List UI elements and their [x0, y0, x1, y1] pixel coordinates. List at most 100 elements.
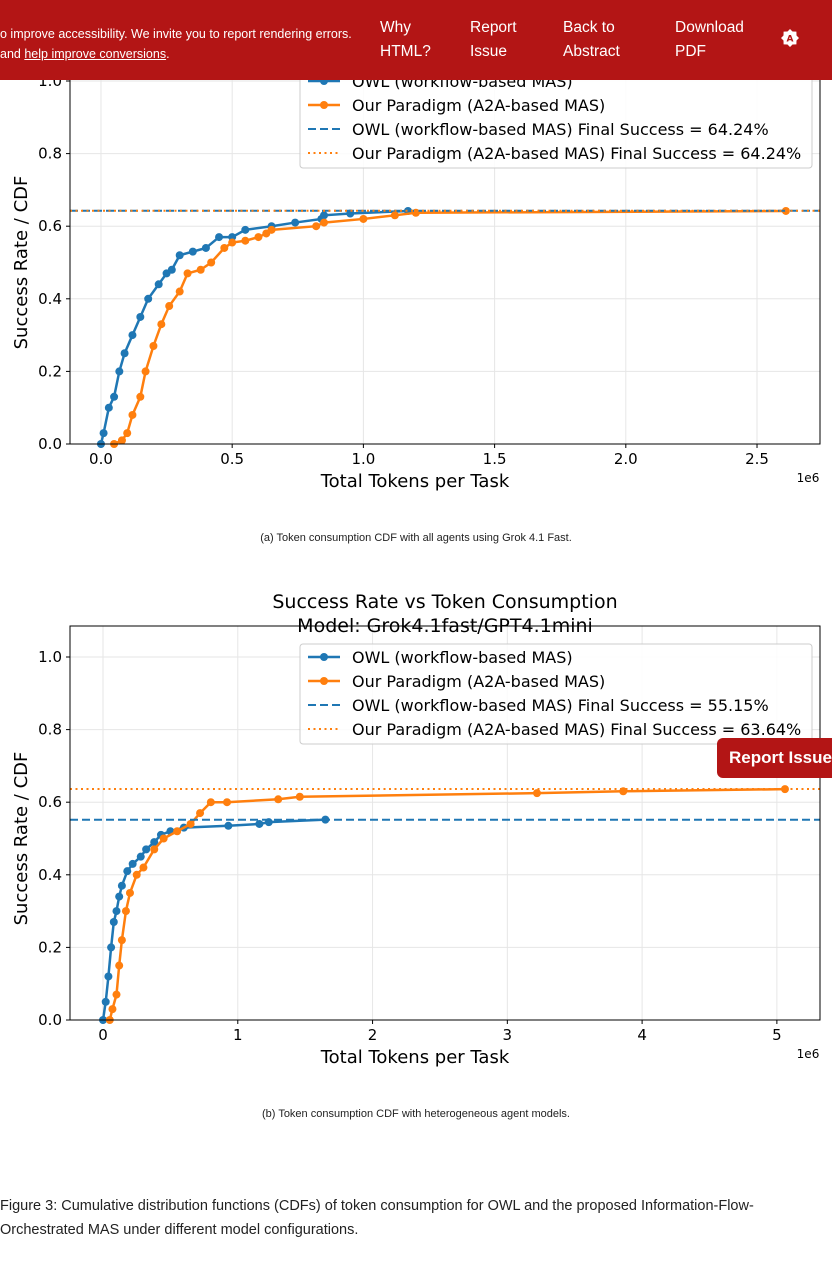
data-point: [154, 280, 163, 289]
data-point: [780, 785, 789, 794]
data-point: [104, 972, 113, 981]
data-point: [132, 870, 141, 879]
notice-text: .: [166, 47, 170, 61]
legend-label: Our Paradigm (A2A-based MAS) Final Succe…: [352, 144, 801, 163]
legend-label: Our Paradigm (A2A-based MAS): [352, 672, 605, 691]
accessibility-notice: o improve accessibility. We invite you t…: [0, 24, 352, 64]
x-tick-label: 4: [637, 1026, 647, 1044]
y-tick-label: 0.0: [38, 435, 62, 453]
data-point: [312, 222, 321, 231]
caption-a: (a) Token consumption CDF with all agent…: [260, 532, 572, 544]
data-point: [123, 867, 132, 876]
y-tick-label: 0.2: [38, 938, 62, 956]
data-point: [241, 225, 250, 234]
data-point: [110, 392, 119, 401]
series-line: [101, 818, 326, 1021]
data-point: [223, 798, 232, 807]
x-axis-multiplier: 1e6: [797, 471, 820, 485]
data-point: [390, 211, 399, 220]
data-point: [141, 367, 150, 376]
x-tick-label: 0.5: [220, 450, 244, 468]
x-tick-label: 1: [233, 1026, 243, 1044]
data-point: [175, 287, 184, 296]
why-html-link[interactable]: Why HTML?: [380, 16, 431, 64]
svg-text:A: A: [787, 35, 794, 45]
y-tick-label: 0.6: [38, 793, 62, 811]
nav-label: Report: [470, 19, 517, 36]
data-point: [115, 367, 124, 376]
data-point: [165, 302, 174, 311]
data-point: [186, 819, 195, 828]
data-point: [175, 251, 184, 260]
x-tick-label: 2: [368, 1026, 378, 1044]
accessibility-theme-icon[interactable]: A: [781, 29, 799, 47]
nav-label: PDF: [675, 43, 706, 60]
data-point: [128, 410, 137, 419]
y-tick-label: 1.0: [38, 648, 62, 666]
x-tick-label: 0.0: [89, 450, 113, 468]
x-tick-label: 0: [98, 1026, 108, 1044]
data-point: [201, 243, 210, 252]
data-point: [167, 265, 176, 274]
data-point: [159, 834, 168, 843]
nav-label: Why: [380, 19, 411, 36]
y-tick-label: 0.6: [38, 217, 62, 235]
download-pdf-link[interactable]: Download PDF: [675, 16, 744, 64]
series-line: [113, 209, 786, 446]
series-line: [99, 209, 409, 445]
data-point: [101, 997, 110, 1006]
x-tick-label: 1.5: [483, 450, 507, 468]
nav-label: HTML?: [380, 43, 431, 60]
figure-caption: Figure 3: Cumulative distribution functi…: [0, 1198, 754, 1238]
data-point: [136, 392, 145, 401]
nav-label: Issue: [470, 43, 508, 60]
help-improve-link[interactable]: help improve conversions: [24, 47, 167, 61]
data-point: [241, 236, 250, 245]
data-point: [173, 827, 182, 836]
data-point: [112, 907, 121, 916]
report-issue-link[interactable]: Report Issue: [470, 16, 517, 64]
report-issue-floating-button[interactable]: Report Issue: [717, 738, 832, 778]
nav-label: Abstract: [563, 43, 620, 60]
data-point: [188, 247, 197, 256]
data-point: [291, 218, 300, 227]
legend-marker: [320, 677, 328, 685]
x-tick-label: 2.0: [614, 450, 638, 468]
legend-marker: [320, 101, 328, 109]
legend-marker: [320, 653, 328, 661]
data-point: [254, 233, 263, 242]
legend-box: [299, 643, 813, 745]
data-point: [125, 888, 134, 897]
data-point: [109, 917, 118, 926]
y-tick-label: 0.8: [38, 721, 62, 739]
back-to-abstract-link[interactable]: Back to Abstract: [563, 16, 620, 64]
data-point: [121, 907, 130, 916]
data-point: [149, 341, 158, 350]
data-point: [117, 936, 126, 945]
series-line: [108, 787, 785, 1021]
legend-label: Our Paradigm (A2A-based MAS) Final Succe…: [352, 720, 801, 739]
data-point: [99, 429, 108, 438]
data-point: [224, 821, 233, 830]
legend-label: OWL (workflow-based MAS): [352, 648, 573, 667]
x-tick-label: 3: [503, 1026, 513, 1044]
y-tick-label: 0.8: [38, 145, 62, 163]
data-point: [150, 845, 159, 854]
nav-label: Download: [675, 19, 744, 36]
y-tick-label: 0.4: [38, 290, 62, 308]
caption-b: (b) Token consumption CDF with heterogen…: [262, 1108, 570, 1120]
data-point: [128, 859, 137, 868]
y-tick-label: 0.4: [38, 866, 62, 884]
data-point: [117, 436, 126, 445]
data-point: [196, 809, 205, 818]
data-point: [128, 331, 137, 340]
data-point: [142, 845, 151, 854]
data-point: [228, 238, 237, 247]
data-point: [136, 852, 145, 861]
data-point: [295, 792, 304, 801]
data-point: [136, 312, 145, 321]
data-point: [267, 225, 276, 234]
data-point: [112, 990, 121, 999]
data-point: [196, 265, 205, 274]
x-axis-label: Total Tokens per Task: [320, 1047, 510, 1068]
